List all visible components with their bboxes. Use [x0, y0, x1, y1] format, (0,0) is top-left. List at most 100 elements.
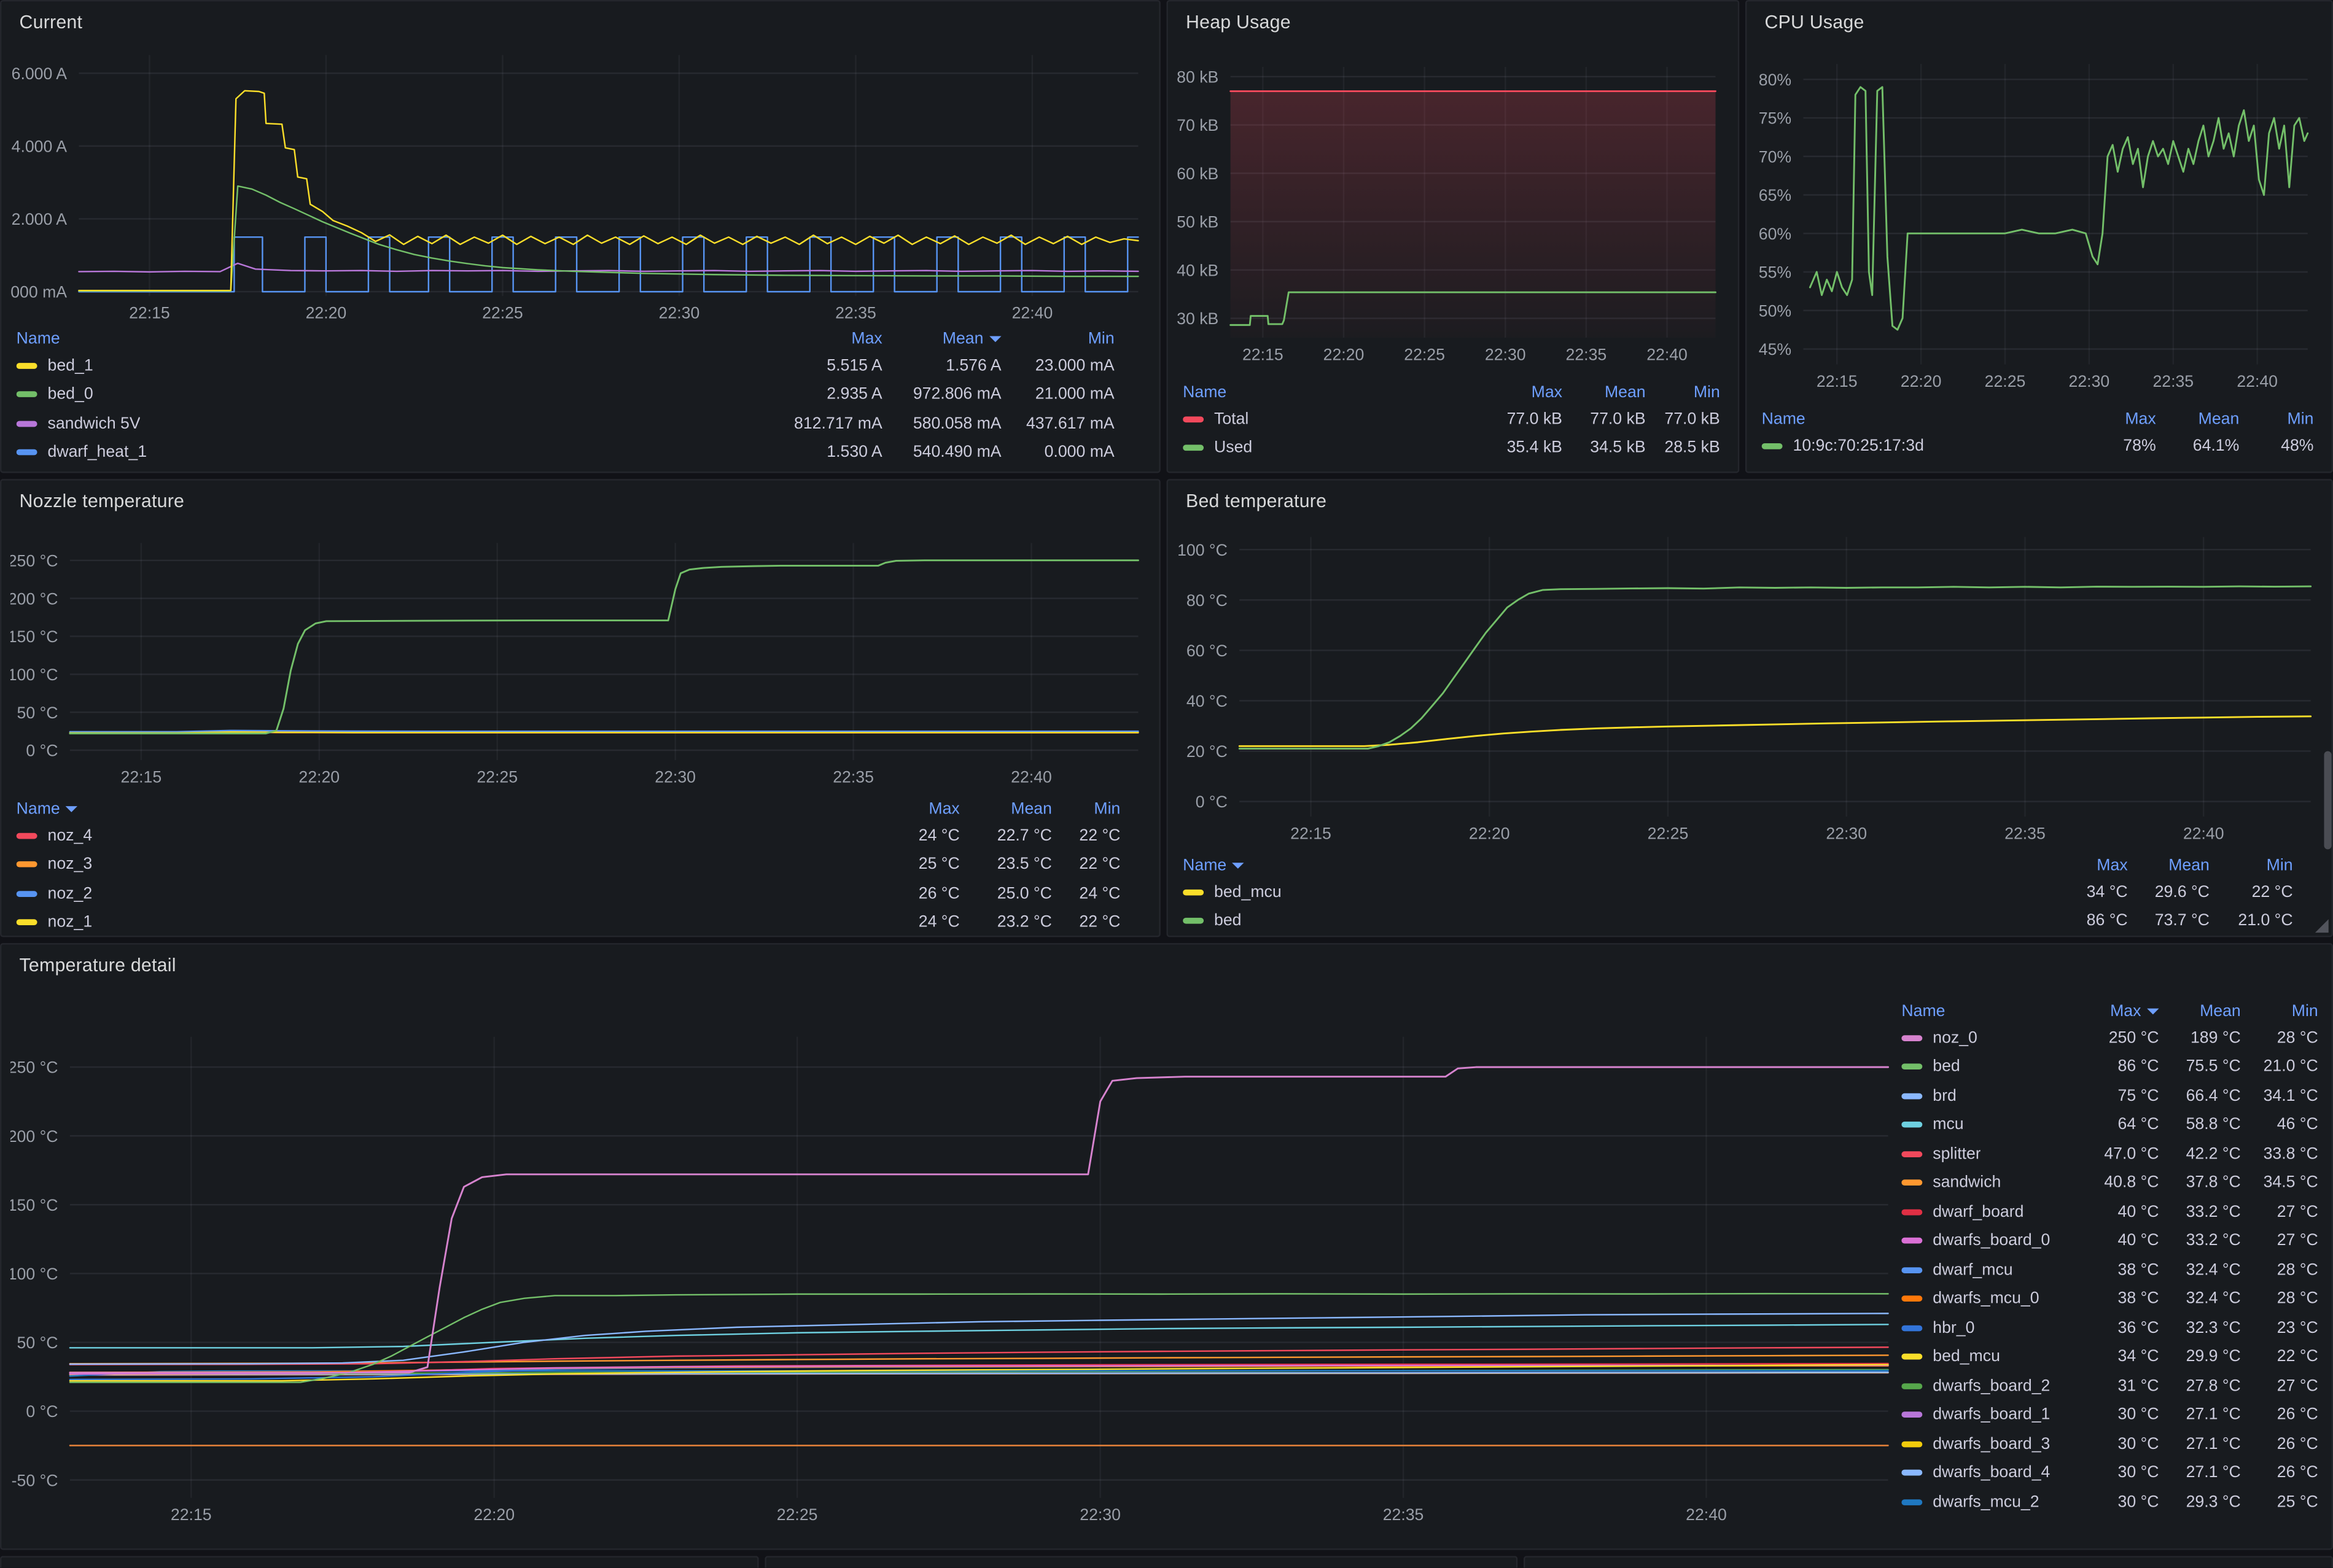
legend-min-noz_4: 22 °C [1079, 826, 1121, 845]
y-axis-tick-label: 150 °C [10, 1196, 58, 1214]
timeseries-chart-nozzle-temperature[interactable]: 22:15 22:20 22:25 22:30 22:35 22:40 0 °C 50 °C 1… [8, 522, 1150, 799]
legend-header-max[interactable]: Max [2097, 856, 2128, 874]
legend-header-mean[interactable]: Mean [2168, 856, 2210, 874]
legend-header-min[interactable]: Min [2266, 856, 2293, 874]
legend-header-max[interactable]: Max [1531, 382, 1562, 401]
panel-title-temperature-detail[interactable]: Temperature detail [19, 955, 176, 976]
legend-series-dwarfs_board_1[interactable]: dwarfs_board_1 [1901, 1406, 2087, 1424]
series-name-label: bed [1214, 912, 1242, 930]
legend-header-name[interactable]: Name [1183, 382, 1227, 401]
legend-series-dwarfs_board_0[interactable]: dwarfs_board_0 [1901, 1232, 2087, 1250]
panel-header-heap-usage[interactable]: Heap Usage [1168, 1, 1738, 43]
series-line-10:9c:70:25:17:3d [1809, 86, 2309, 331]
legend-series-splitter[interactable]: splitter [1901, 1145, 2087, 1163]
legend-row-dwarfs_board_3: dwarfs_board_3 30 °C 27.1 °C 26 °C [1901, 1429, 2318, 1458]
legend-row-splitter: splitter 47.0 °C 42.2 °C 33.8 °C [1901, 1139, 2318, 1168]
legend-series-mcu[interactable]: mcu [1901, 1116, 2087, 1134]
panel-title-heap-usage[interactable]: Heap Usage [1185, 12, 1291, 33]
legend-header-mean[interactable]: Mean [2198, 409, 2240, 428]
y-axis-tick-label: 250 °C [10, 1058, 58, 1077]
legend-series-noz_2[interactable]: noz_2 [16, 885, 868, 902]
panel-header-temperature-detail[interactable]: Temperature detail [1, 944, 2331, 986]
y-axis-tick-label: 80 °C [1186, 591, 1228, 610]
legend-series-bed_mcu[interactable]: bed_mcu [1901, 1348, 2087, 1366]
panel-title-cpu-usage[interactable]: CPU Usage [1764, 12, 1864, 33]
legend-mean-bed_mcu: 29.9 °C [2186, 1348, 2241, 1366]
legend-series-sandwich[interactable]: sandwich [1901, 1174, 2087, 1192]
legend-series-noz_3[interactable]: noz_3 [16, 856, 868, 874]
legend-series-hbr_0[interactable]: hbr_0 [1901, 1319, 2087, 1337]
panel-header-nozzle-temperature[interactable]: Nozzle temperature [1, 481, 1159, 522]
x-axis-tick-label: 22:20 [1469, 824, 1510, 842]
timeseries-chart-temperature-detail[interactable]: 22:15 22:20 22:25 22:30 22:35 22:40 -50 °C 0 °C… [8, 986, 1900, 1539]
panel-header-cpu-usage[interactable]: CPU Usage [1747, 1, 2331, 43]
scrollbar-thumb[interactable] [2324, 751, 2332, 850]
legend-header-min[interactable]: Min [1094, 799, 1121, 818]
legend-series-noz_1[interactable]: noz_1 [16, 914, 868, 931]
panel-title-bed-temperature[interactable]: Bed temperature [1185, 491, 1327, 512]
legend-row-brd: brd 75 °C 66.4 °C 34.1 °C [1901, 1081, 2318, 1110]
legend-row-noz_2: noz_2 26 °C 25.0 °C 24 °C [16, 879, 1121, 908]
legend-series-noz_0[interactable]: noz_0 [1901, 1029, 2087, 1047]
legend-series-Total[interactable]: Total [1183, 410, 1470, 428]
legend-series-dwarf_board[interactable]: dwarf_board [1901, 1203, 2087, 1221]
legend-series-bed_mcu[interactable]: bed_mcu [1183, 883, 2046, 901]
legend-series-dwarfs_board_3[interactable]: dwarfs_board_3 [1901, 1435, 2087, 1453]
legend-series-bed[interactable]: bed [1183, 912, 2046, 930]
legend-header-name[interactable]: Name [16, 329, 60, 347]
legend-header-name[interactable]: Name [17, 799, 868, 817]
series-name-label: dwarfs_mcu_2 [1933, 1492, 2039, 1511]
legend-header-name[interactable]: Name [1901, 1001, 1945, 1020]
legend-series-brd[interactable]: brd [1901, 1087, 2087, 1105]
legend-series-sandwich-5V[interactable]: sandwich 5V [16, 414, 749, 432]
legend-header-max[interactable]: Max [929, 799, 960, 818]
legend-header-mean[interactable]: Mean [1011, 799, 1052, 818]
panel-resize-handle[interactable] [2315, 919, 2329, 933]
legend-series-bed_0[interactable]: bed_0 [16, 386, 749, 403]
legend-header-max[interactable]: Max [2087, 1002, 2159, 1020]
legend-series-dwarfs_mcu_2[interactable]: dwarfs_mcu_2 [1901, 1493, 2087, 1511]
legend-max-dwarfs_board_1: 30 °C [2117, 1406, 2159, 1424]
legend-series-Used[interactable]: Used [1183, 439, 1470, 457]
legend-header-mean[interactable]: Mean [2200, 1001, 2241, 1020]
timeseries-chart-heap-usage[interactable]: 22:15 22:20 22:25 22:30 22:35 22:40 30 kB 40 kB… [1177, 43, 1730, 376]
legend-header-mean[interactable]: Mean [1604, 382, 1646, 401]
legend-series-dwarfs_board_2[interactable]: dwarfs_board_2 [1901, 1377, 2087, 1395]
legend-series-dwarfs_board_4[interactable]: dwarfs_board_4 [1901, 1464, 2087, 1482]
legend-mean-dwarf_heat_1: 540.490 mA [913, 443, 1002, 462]
legend-series-bed_1[interactable]: bed_1 [16, 357, 749, 375]
page-scrollbar[interactable] [2323, 0, 2333, 1568]
legend-series-dwarf_heat_1[interactable]: dwarf_heat_1 [16, 444, 749, 462]
panel-title-nozzle-temperature[interactable]: Nozzle temperature [19, 491, 185, 512]
series-line-bed_mcu [69, 1364, 1889, 1382]
legend-series-noz_4[interactable]: noz_4 [16, 826, 868, 845]
legend-header-max[interactable]: Max [2125, 409, 2156, 428]
y-axis-tick-label: 6.000 A [12, 64, 68, 83]
legend-series-dwarf_mcu[interactable]: dwarf_mcu [1901, 1261, 2087, 1279]
legend-min-Used: 28.5 kB [1664, 439, 1720, 457]
legend-header-max[interactable]: Max [851, 329, 882, 347]
series-color-swatch [1901, 1383, 1923, 1389]
panel-header-current[interactable]: Current [1, 1, 1159, 43]
legend-max-dwarf_heat_1: 1.530 A [827, 443, 882, 462]
legend-header-min[interactable]: Min [2287, 409, 2314, 428]
legend-header-min[interactable]: Min [1693, 382, 1720, 401]
legend-header-mean[interactable]: Mean [882, 330, 1002, 347]
legend-series-dwarfs_mcu_0[interactable]: dwarfs_mcu_0 [1901, 1290, 2087, 1308]
legend-header-name[interactable]: Name [1183, 856, 2046, 874]
timeseries-chart-cpu-usage[interactable]: 22:15 22:20 22:25 22:30 22:35 22:40 45% 50% 55% 6… [1756, 43, 2326, 403]
legend-series-bed[interactable]: bed [1901, 1058, 2087, 1076]
legend-series-10:9c:70:25:17:3d[interactable]: 10:9c:70:25:17:3d [1761, 437, 2064, 455]
legend-header-name[interactable]: Name [1761, 409, 1805, 428]
panel-header-bed-temperature[interactable]: Bed temperature [1168, 481, 2332, 522]
legend-min-noz_0: 28 °C [2277, 1028, 2318, 1047]
panel-title-current[interactable]: Current [19, 12, 83, 33]
legend-row-dwarfs_board_4: dwarfs_board_4 30 °C 27.1 °C 26 °C [1901, 1459, 2318, 1488]
legend-header-min[interactable]: Min [1088, 329, 1115, 347]
legend-header-min[interactable]: Min [2291, 1001, 2318, 1020]
x-axis-tick-label: 22:20 [473, 1505, 515, 1524]
legend-max-dwarfs_board_0: 40 °C [2117, 1232, 2159, 1250]
y-axis-tick-label: 0 °C [26, 1402, 58, 1421]
timeseries-chart-bed-temperature[interactable]: 22:15 22:20 22:25 22:30 22:35 22:40 0 °C 20 °C 4… [1177, 522, 2325, 852]
timeseries-chart-current[interactable]: 22:15 22:20 22:25 22:30 22:35 22:40 0.000 mA 2.… [0, 43, 1150, 325]
